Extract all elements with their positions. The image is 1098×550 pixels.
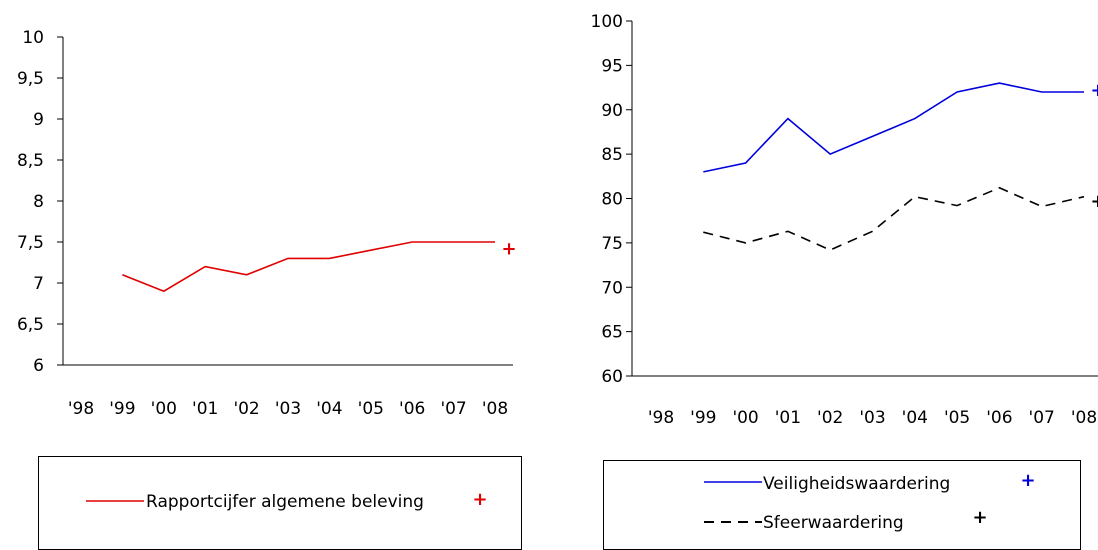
x-tick-label: '02	[233, 399, 259, 419]
y-tick-label: 80	[601, 190, 623, 210]
y-tick-label: 60	[601, 367, 623, 387]
y-tick-label: 100	[591, 12, 623, 32]
legend-label: Sfeerwaardering	[763, 513, 904, 533]
legend-label: Veiligheidswaardering	[763, 474, 950, 494]
x-tick-label: '98	[648, 408, 674, 428]
x-tick-label: '03	[275, 399, 301, 419]
legend-marker-plus: +	[472, 489, 487, 510]
y-tick-label: 10	[22, 28, 44, 48]
legend-algemene-beleving: Rapportcijfer algemene beleving +	[38, 456, 522, 550]
series-line-veiligheidswaardering	[703, 82, 1084, 173]
y-tick-label: 9	[33, 110, 44, 130]
series-line-sfeerwaardering	[703, 186, 1085, 251]
series-marker-plus: +	[501, 239, 516, 260]
legend-marker-plus: +	[1020, 470, 1035, 491]
x-tick-label: '02	[817, 408, 843, 428]
x-tick-label: '05	[944, 408, 970, 428]
x-tick-label: '08	[1071, 408, 1097, 428]
series-marker-plus: +	[1090, 191, 1098, 212]
x-tick-label: '00	[151, 399, 177, 419]
x-tick-label: '07	[1029, 408, 1055, 428]
legend-label: Rapportcijfer algemene beleving	[146, 492, 424, 512]
x-tick-label: '04	[316, 399, 342, 419]
y-tick-label: 90	[601, 101, 623, 121]
x-tick-label: '07	[440, 399, 466, 419]
legend-marker-plus: +	[972, 507, 987, 528]
y-tick-label: 8,5	[17, 151, 44, 171]
y-tick-label: 65	[601, 323, 623, 343]
series-marker-plus: +	[1090, 80, 1098, 101]
y-tick-label: 7,5	[17, 233, 44, 253]
y-tick-label: 95	[601, 56, 623, 76]
x-tick-label: '06	[986, 408, 1012, 428]
x-tick-label: '98	[68, 399, 94, 419]
x-tick-label: '00	[732, 408, 758, 428]
legend-veiligheid-sfeer: Veiligheidswaardering + Sfeerwaardering +	[603, 460, 1081, 550]
series-line-rapportcijfer-algemene-beleving	[122, 241, 495, 293]
x-tick-label: '05	[358, 399, 384, 419]
chart-veiligheid-sfeer: 60 65 70 75 80 85 90 95 100 '98 '99 '00 '01 '02 '03 '04…	[591, 12, 1098, 428]
x-tick-label: '06	[399, 399, 425, 419]
x-tick-label: '99	[109, 399, 135, 419]
y-tick-label: 9,5	[17, 69, 44, 89]
y-tick-label: 85	[601, 145, 623, 165]
y-tick-label: 6	[33, 356, 44, 376]
x-tick-label: '99	[690, 408, 716, 428]
x-tick-label: '03	[859, 408, 885, 428]
x-tick-label: '04	[902, 408, 928, 428]
legend-box	[603, 460, 1081, 550]
y-tick-label: 75	[601, 234, 623, 254]
y-tick-label: 8	[33, 192, 44, 212]
x-tick-label: '01	[775, 408, 801, 428]
x-tick-label: '08	[482, 399, 508, 419]
x-tick-label: '01	[192, 399, 218, 419]
y-tick-label: 7	[33, 274, 44, 294]
chart-algemene-beleving: 6 6,5 7 7,5 8 8,5 9 9,5 10 '98 '99 '00 '01 '02 '03 '04 '…	[17, 28, 517, 419]
y-tick-label: 70	[601, 278, 623, 298]
y-tick-label: 6,5	[17, 315, 44, 335]
